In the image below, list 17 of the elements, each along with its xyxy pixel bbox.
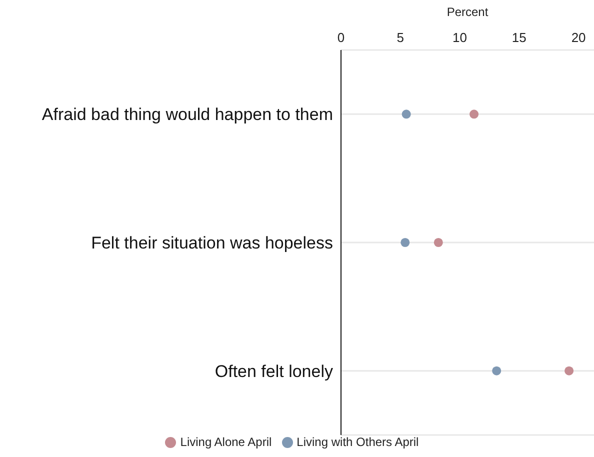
x-tick-label: 5 <box>396 30 404 45</box>
x-axis-title: Percent <box>446 5 489 19</box>
point <box>564 366 574 376</box>
point <box>434 238 443 248</box>
x-tick-label: 0 <box>337 30 345 45</box>
point <box>400 238 410 248</box>
x-tick-label: 20 <box>571 30 586 45</box>
y-tick-label: Afraid bad thing would happen to them <box>42 105 333 124</box>
y-tick-label: Often felt lonely <box>214 362 334 381</box>
point <box>470 110 479 119</box>
legend-label: Living Alone April <box>180 435 272 449</box>
x-tick-label: 15 <box>512 30 526 45</box>
legend-label: Living with Others April <box>296 435 419 449</box>
point <box>492 366 502 376</box>
x-tick-label: 10 <box>452 30 468 45</box>
point <box>402 110 411 119</box>
y-tick-label: Felt their situation was hopeless <box>91 234 333 253</box>
